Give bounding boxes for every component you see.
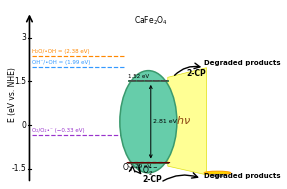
Text: O$_2$: O$_2$ bbox=[122, 161, 133, 174]
Circle shape bbox=[129, 80, 136, 81]
Text: CaFe$_2$O$_4$: CaFe$_2$O$_4$ bbox=[134, 15, 168, 27]
Text: 2.81 eV: 2.81 eV bbox=[153, 119, 177, 124]
Circle shape bbox=[133, 162, 139, 163]
Circle shape bbox=[151, 162, 158, 163]
Text: 0: 0 bbox=[22, 121, 27, 130]
Text: Degraded products: Degraded products bbox=[204, 60, 281, 66]
Circle shape bbox=[204, 171, 231, 174]
Text: -1.5: -1.5 bbox=[12, 164, 27, 173]
Circle shape bbox=[145, 80, 152, 81]
Circle shape bbox=[153, 80, 160, 81]
Text: -1.29 eV: -1.29 eV bbox=[129, 164, 152, 169]
Text: 3: 3 bbox=[22, 33, 27, 42]
Circle shape bbox=[161, 80, 168, 81]
Text: 2-CP: 2-CP bbox=[142, 175, 162, 184]
Text: $h\nu$: $h\nu$ bbox=[176, 114, 191, 126]
Text: 1.52 eV: 1.52 eV bbox=[129, 74, 150, 79]
Circle shape bbox=[163, 162, 170, 163]
Text: O$_2^{\bullet-}$: O$_2^{\bullet-}$ bbox=[142, 164, 159, 178]
Text: E (eV vs. NHE): E (eV vs. NHE) bbox=[8, 67, 17, 122]
Text: Degraded products: Degraded products bbox=[204, 173, 281, 179]
Circle shape bbox=[145, 162, 152, 163]
Text: H₂O/•OH = (2.38 eV): H₂O/•OH = (2.38 eV) bbox=[32, 49, 90, 54]
Polygon shape bbox=[168, 68, 207, 175]
Circle shape bbox=[157, 162, 164, 163]
Text: 2-CP: 2-CP bbox=[186, 70, 206, 78]
Circle shape bbox=[137, 80, 144, 81]
Text: O₂/O₂•⁻ (−0.33 eV): O₂/O₂•⁻ (−0.33 eV) bbox=[32, 128, 84, 133]
Circle shape bbox=[139, 162, 146, 163]
Text: OH⁻/•OH = (1.99 eV): OH⁻/•OH = (1.99 eV) bbox=[32, 60, 90, 65]
Text: 1.5: 1.5 bbox=[15, 77, 27, 86]
Circle shape bbox=[127, 162, 133, 163]
Ellipse shape bbox=[120, 71, 177, 173]
